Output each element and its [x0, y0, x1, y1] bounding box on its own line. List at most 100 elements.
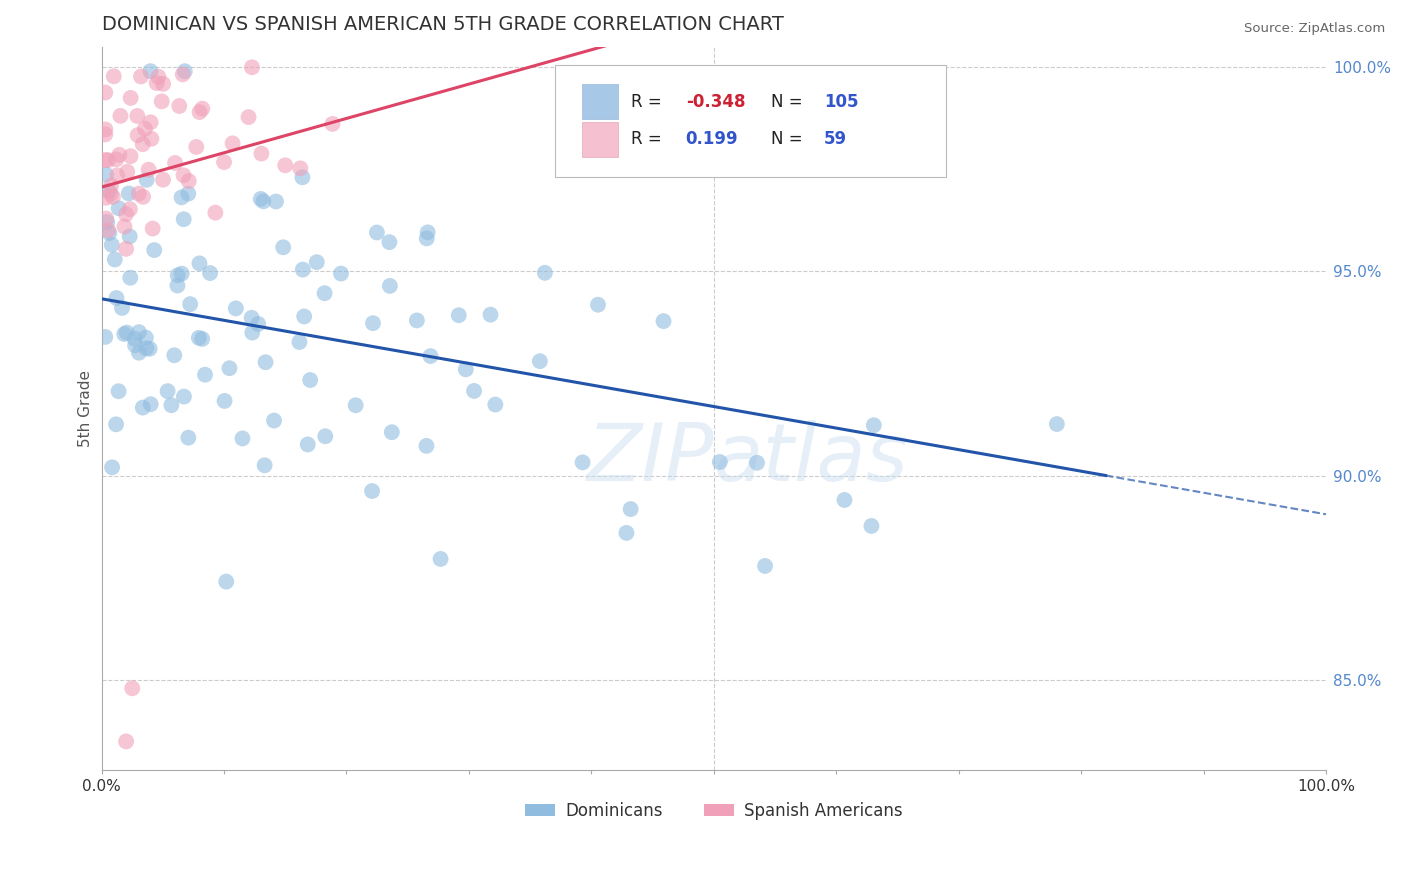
Point [290, 161, 312, 176]
Point [188, 105, 211, 120]
Point [288, 334, 311, 349]
Point [139, 397, 162, 411]
Point [238, 110, 260, 124]
Point [860, 519, 883, 533]
Point [115, 165, 138, 179]
Point [173, 64, 195, 78]
Text: Source: ZipAtlas.com: Source: ZipAtlas.com [1244, 22, 1385, 36]
Point [128, 186, 150, 201]
Point [107, 384, 129, 399]
Point [163, 348, 186, 362]
Point [97, 223, 120, 237]
Point [186, 140, 208, 154]
Point [108, 148, 131, 162]
Point [610, 75, 633, 89]
Point [101, 190, 124, 204]
Point [120, 270, 142, 285]
Point [100, 186, 122, 201]
Point [405, 313, 427, 327]
Bar [582, 122, 619, 157]
Point [94, 122, 117, 136]
Point [321, 117, 343, 131]
Point [118, 186, 141, 201]
Point [249, 192, 271, 206]
Point [165, 156, 187, 170]
Point [131, 137, 153, 152]
Point [138, 342, 160, 356]
Point [253, 458, 276, 473]
Point [271, 240, 294, 254]
Point [361, 484, 384, 499]
Point [745, 456, 768, 470]
Point [529, 354, 551, 368]
Point [105, 169, 128, 183]
Point [129, 70, 152, 84]
Point [231, 432, 253, 446]
Point [187, 331, 209, 345]
Text: DOMINICAN VS SPANISH AMERICAN 5TH GRADE CORRELATION CHART: DOMINICAN VS SPANISH AMERICAN 5TH GRADE … [101, 15, 783, 34]
Point [105, 291, 128, 305]
Point [145, 76, 167, 90]
Point [616, 525, 638, 540]
Point [212, 155, 235, 169]
Point [115, 207, 138, 221]
Point [305, 255, 328, 269]
Point [291, 262, 314, 277]
Point [429, 552, 451, 566]
Point [94, 153, 117, 167]
Point [105, 417, 128, 432]
Bar [582, 84, 619, 119]
Point [94, 330, 117, 344]
Point [299, 373, 322, 387]
Point [135, 173, 157, 187]
Point [170, 267, 193, 281]
Point [484, 398, 506, 412]
Point [118, 229, 141, 244]
Point [620, 502, 643, 516]
Point [143, 243, 166, 257]
Point [101, 237, 124, 252]
Point [115, 734, 138, 748]
Point [134, 121, 156, 136]
Point [111, 301, 134, 315]
Point [148, 70, 170, 84]
Point [247, 317, 270, 331]
Text: 59: 59 [824, 130, 848, 148]
Point [274, 158, 297, 172]
Point [121, 681, 143, 696]
Point [100, 178, 122, 193]
Point [166, 278, 188, 293]
Point [173, 168, 195, 182]
Point [104, 252, 127, 267]
Point [132, 190, 155, 204]
Point [252, 194, 274, 209]
Point [754, 558, 776, 573]
Point [221, 136, 243, 151]
Point [215, 574, 238, 589]
Point [142, 221, 165, 235]
Point [366, 226, 388, 240]
Point [297, 437, 319, 451]
Text: ZIP: ZIP [586, 420, 714, 498]
Point [115, 242, 138, 256]
Point [534, 266, 557, 280]
Point [254, 355, 277, 369]
Point [177, 186, 200, 201]
Point [173, 390, 195, 404]
Point [479, 308, 502, 322]
Point [378, 279, 401, 293]
Point [188, 256, 211, 270]
Point [96, 168, 118, 182]
Point [127, 109, 149, 123]
Point [128, 345, 150, 359]
Point [156, 384, 179, 399]
Point [834, 493, 856, 508]
Point [378, 235, 401, 249]
Text: R =: R = [630, 130, 666, 148]
Point [94, 86, 117, 100]
Point [101, 460, 124, 475]
Point [204, 205, 226, 219]
Point [652, 314, 675, 328]
Point [177, 431, 200, 445]
Point [454, 362, 477, 376]
